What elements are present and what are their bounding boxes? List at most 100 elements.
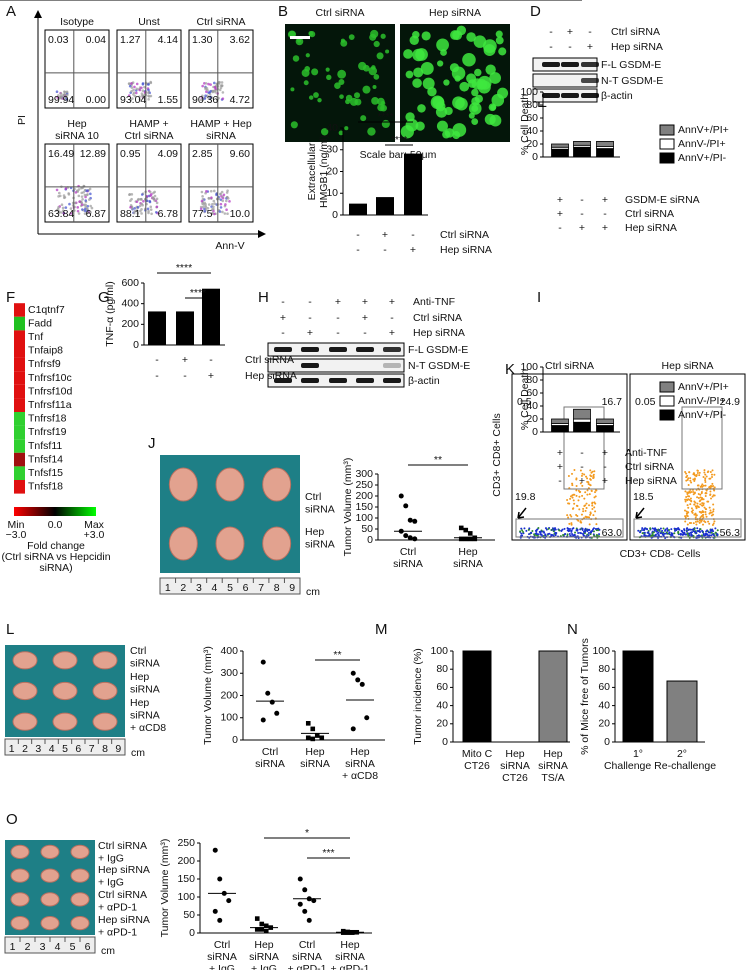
flow-event bbox=[219, 192, 222, 196]
flow-event bbox=[210, 96, 214, 100]
x-tick-label: + IgG bbox=[209, 963, 235, 970]
flow-event bbox=[149, 80, 152, 84]
cell bbox=[305, 53, 310, 58]
flow-event bbox=[591, 508, 594, 511]
ruler-number: 8 bbox=[274, 582, 280, 594]
sign: - bbox=[308, 296, 312, 308]
flow-event bbox=[149, 208, 153, 211]
flow-event bbox=[81, 197, 84, 201]
flow-plot bbox=[188, 29, 254, 109]
flow-event bbox=[140, 92, 144, 95]
significance: * bbox=[0, 0, 2, 6]
flow-event bbox=[138, 95, 141, 98]
flow-event bbox=[711, 495, 714, 498]
tumor bbox=[70, 868, 90, 883]
band bbox=[383, 363, 401, 368]
cell bbox=[339, 94, 344, 99]
flow-event bbox=[577, 499, 580, 502]
flow-event bbox=[585, 502, 588, 505]
flow-event bbox=[589, 469, 592, 472]
quadrant-value: 9.60 bbox=[230, 148, 251, 160]
x-tick-label: Ctrl bbox=[400, 546, 416, 558]
ruler bbox=[4, 738, 126, 756]
flow-event bbox=[137, 197, 140, 201]
flow-event bbox=[224, 203, 227, 206]
sign: - bbox=[549, 41, 553, 53]
quadrant-value: 0.03 bbox=[48, 34, 69, 46]
flow-event bbox=[594, 491, 597, 494]
tumor bbox=[92, 712, 118, 731]
cell bbox=[490, 104, 497, 111]
band bbox=[561, 62, 579, 67]
quadrant-value: 2.85 bbox=[192, 148, 213, 160]
flow-event bbox=[693, 500, 696, 503]
flow-event bbox=[589, 533, 592, 536]
flow-event bbox=[568, 532, 571, 535]
flow-event bbox=[689, 491, 692, 494]
photo-label: siRNA bbox=[130, 709, 160, 721]
arrow bbox=[34, 10, 42, 18]
cell bbox=[338, 79, 345, 85]
ruler-number: 5 bbox=[62, 743, 68, 755]
axis-label: PI bbox=[16, 115, 28, 125]
sign: + bbox=[557, 194, 563, 206]
significance: *** bbox=[322, 847, 334, 859]
band-label: β-actin bbox=[408, 375, 440, 387]
flow-event bbox=[205, 87, 209, 90]
plot-title: Isotype bbox=[60, 16, 94, 28]
y-axis-label: Extracellular bbox=[306, 142, 318, 200]
y-tick-label: 150 bbox=[177, 873, 195, 885]
flow-event bbox=[701, 498, 704, 501]
flow-event bbox=[703, 469, 706, 472]
flow-event bbox=[535, 530, 538, 533]
flow-event bbox=[62, 194, 66, 197]
flow-event bbox=[684, 498, 687, 501]
cell bbox=[320, 128, 329, 136]
bar bbox=[622, 650, 654, 743]
flow-event bbox=[203, 82, 206, 85]
row-label: Hep siRNA bbox=[413, 327, 465, 339]
cell bbox=[473, 35, 487, 48]
flow-event bbox=[683, 529, 686, 532]
flow-event bbox=[641, 527, 644, 530]
y-tick-label: 0 bbox=[604, 736, 610, 748]
cell bbox=[334, 82, 341, 89]
significance: **** bbox=[391, 134, 407, 146]
x-tick-label: siRNA bbox=[393, 558, 423, 570]
flow-event bbox=[63, 196, 66, 200]
row-label: Ctrl siRNA bbox=[625, 461, 674, 473]
flow-event bbox=[699, 528, 702, 531]
flow-event bbox=[571, 496, 574, 499]
flow-event bbox=[696, 520, 699, 523]
bar bbox=[404, 153, 422, 216]
y-tick-label: 0 bbox=[232, 734, 238, 746]
flow-event bbox=[68, 202, 71, 206]
flow-event bbox=[569, 527, 572, 530]
flow-event bbox=[686, 474, 689, 477]
cell bbox=[371, 97, 379, 105]
gene-name: Tnfrsf10c bbox=[28, 372, 72, 384]
flow-event bbox=[685, 510, 688, 513]
bar-segment bbox=[551, 148, 569, 158]
flow-event bbox=[578, 495, 581, 498]
plot-title: siRNA 10 bbox=[55, 130, 99, 142]
cell bbox=[444, 128, 455, 138]
band bbox=[383, 378, 401, 383]
heat-cell bbox=[14, 466, 25, 480]
sign: - bbox=[336, 312, 340, 324]
flow-event bbox=[684, 490, 687, 493]
image-title: Ctrl siRNA bbox=[316, 7, 365, 19]
flow-event bbox=[581, 472, 584, 475]
flow-event bbox=[133, 207, 136, 210]
flow-event bbox=[77, 212, 81, 215]
flow-event bbox=[689, 497, 692, 500]
flow-event bbox=[685, 472, 688, 475]
sign: + bbox=[382, 229, 388, 241]
flow-event bbox=[135, 209, 139, 212]
sign: + bbox=[362, 312, 368, 324]
cell bbox=[450, 30, 460, 40]
flow-event bbox=[207, 82, 210, 86]
flow-event bbox=[64, 95, 68, 99]
flow-event bbox=[695, 523, 698, 526]
